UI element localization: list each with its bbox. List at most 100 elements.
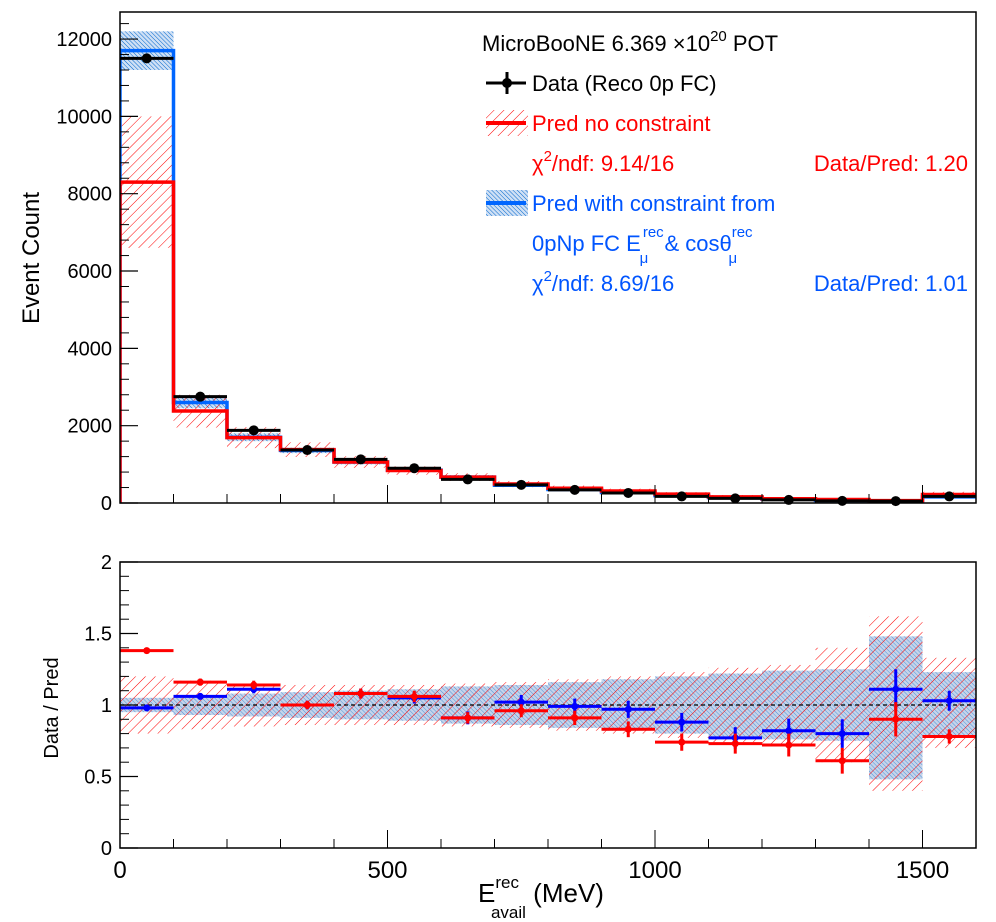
legend-data-label: Data (Reco 0p FC) [532,71,717,96]
ratio-blue-marker-8 [571,702,579,710]
top-yticklabel-1: 2000 [68,416,113,438]
bottom-yticklabel-3: 1.5 [84,624,112,646]
ratio-red-marker-7 [517,707,525,715]
ratio-red-point-12 [762,733,816,757]
data-marker-13 [837,495,848,506]
data-point-9 [601,487,655,498]
legend-red-label: Pred no constraint [532,111,711,136]
ratio-red-marker-5 [410,692,418,700]
blue-data-pred: Data/Pred: 1.01 [814,271,968,296]
blue-chi2: χ2/ndf: 8.69/16 [532,268,674,296]
data-marker-0 [141,53,152,64]
ratio-blue-marker-12 [785,727,793,735]
data-point-14 [869,496,923,507]
ratio-red-point-1 [173,678,227,686]
data-marker-7 [516,479,527,490]
ratio-red-point-3 [280,700,334,710]
ratio-red-point-15 [922,729,976,744]
ratio-red-point-7 [494,704,548,718]
ratio-blue-marker-7 [517,698,525,706]
data-point-2 [227,425,281,436]
ratio-blue-point-9 [601,700,655,718]
ratio-blue-point-7 [494,694,548,710]
x-ticklabel-3: 1500 [896,857,949,884]
data-point-4 [334,454,388,465]
red-data-pred: Data/Pred: 1.20 [814,151,968,176]
ratio-blue-marker-13 [838,730,846,738]
data-point-11 [708,493,762,504]
ratio-red-point-14 [869,702,923,737]
legend: MicroBooNE 6.369 ×1020 POT Data (Reco 0p… [482,28,968,296]
x-ticklabel-2: 1000 [628,857,681,884]
bottom-ylabel: Data / Pred [41,657,63,758]
ratio-red-point-9 [601,721,655,738]
ratio-red-point-11 [708,733,762,754]
data-marker-4 [355,454,366,465]
ratio-red-marker-14 [892,715,900,723]
x-axis-label: Erec avail (MeV) [478,873,604,922]
ratio-red-point-0 [120,647,174,655]
ratio-red-point-4 [334,688,388,699]
legend-blue-label: Pred with constraint from [532,191,775,216]
data-marker-2 [248,425,259,436]
data-marker-3 [302,445,313,456]
data-point-1 [173,391,227,402]
ratio-red-marker-6 [464,714,472,722]
data-marker-15 [944,491,955,502]
bottom-yticklabel-1: 0.5 [84,767,112,789]
top-ylabel: Event Count [18,192,45,324]
data-marker-9 [623,487,634,498]
top-yticklabel-0: 0 [101,493,112,515]
data-point-3 [280,445,334,456]
ratio-red-point-10 [655,733,709,751]
top-data-points [120,53,976,507]
ratio-red-point-6 [441,712,495,724]
data-marker-11 [730,493,741,504]
ratio-blue-marker-14 [892,685,900,693]
ratio-red-marker-2 [250,681,258,689]
ratio-red-marker-12 [785,741,793,749]
bottom-panel: 0 0.5 1 1.5 2 0 500 1000 1500 Data / Pred Erec av… [41,552,977,922]
bottom-yticklabel-0: 0 [101,838,112,860]
top-yticklabel-4: 8000 [68,184,113,206]
top-yticklabel-5: 10000 [56,106,112,128]
ratio-points [120,647,976,774]
bottom-yticklabel-4: 2 [101,552,112,574]
data-marker-5 [409,463,420,474]
data-point-15 [922,491,976,502]
ratio-blue-point-0 [120,704,174,712]
ratio-red-marker-15 [945,732,953,740]
data-marker-14 [890,496,901,507]
ratio-red-point-13 [815,747,869,774]
top-yticklabel-3: 6000 [68,261,113,283]
ratio-red-marker-11 [731,740,739,748]
ratio-red-marker-8 [571,714,579,722]
legend-data-marker [486,72,526,94]
top-yticklabel-6: 12000 [56,29,112,51]
ratio-red-marker-13 [838,757,846,765]
red-chi2: χ2/ndf: 9.14/16 [532,148,674,176]
ratio-red-marker-9 [624,725,632,733]
ratio-blue-point-15 [922,690,976,711]
plot-title: MicroBooNE 6.369 ×1020 POT [482,28,778,56]
data-marker-10 [676,491,687,502]
ratio-red-point-5 [387,690,441,703]
ratio-blue-marker-1 [196,692,204,700]
ratio-blue-marker-15 [945,697,953,705]
ratio-red-marker-0 [143,647,151,655]
legend-blue-marker [486,190,528,216]
ratio-blue-point-10 [655,712,709,732]
ratio-red-marker-10 [678,738,686,746]
ratio-blue-marker-10 [678,718,686,726]
data-point-13 [815,495,869,506]
ratio-red-marker-1 [196,678,204,686]
x-ticklabel-0: 0 [113,857,126,884]
data-marker-8 [569,484,580,495]
legend-red-marker [486,110,528,136]
ratio-red-marker-4 [357,690,365,698]
top-yticklabel-2: 4000 [68,338,113,360]
ratio-blue-marker-0 [143,704,151,712]
